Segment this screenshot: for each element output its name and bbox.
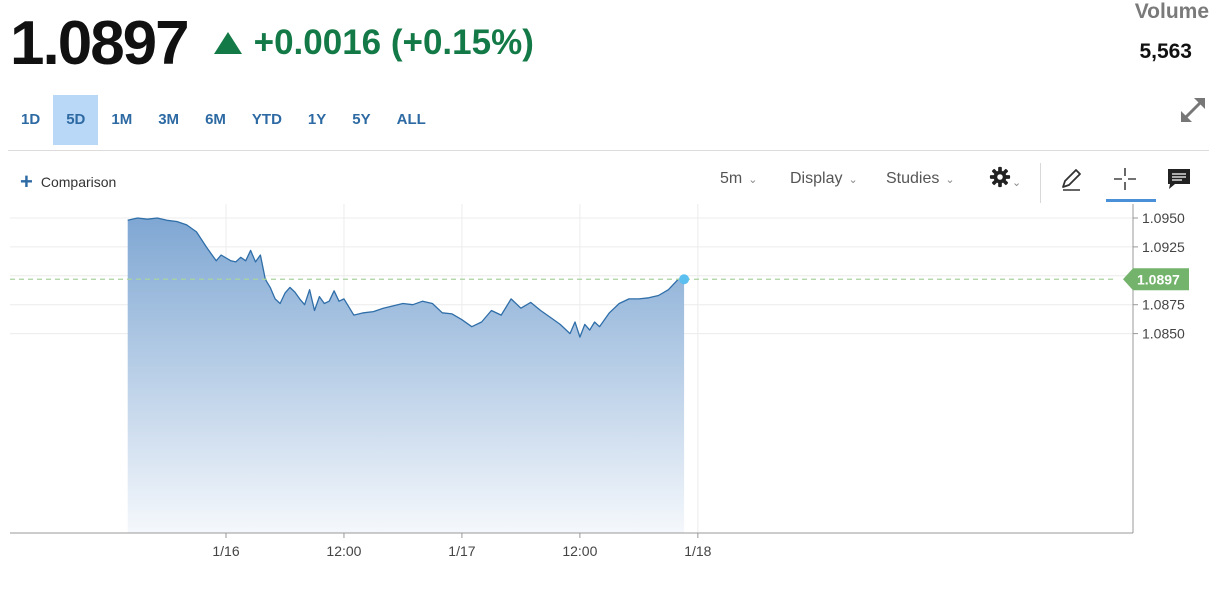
time-range-selector: 1D 5D 1M 3M 6M YTD 1Y 5Y ALL <box>8 95 439 145</box>
toolbar-separator <box>1040 163 1041 203</box>
range-1d[interactable]: 1D <box>21 111 41 128</box>
studies-label: Studies <box>886 170 940 187</box>
crosshair-icon[interactable] <box>1112 166 1138 192</box>
range-6m[interactable]: 6M <box>205 111 226 128</box>
range-5y[interactable]: 5Y <box>352 111 371 128</box>
comment-icon[interactable] <box>1166 167 1192 191</box>
last-price-marker <box>679 274 690 285</box>
last-price: 1.0897 <box>10 8 190 78</box>
last-price-tag-label: 1.0897 <box>1137 271 1180 287</box>
price-area-fill <box>127 218 685 533</box>
y-tick-label: 1.0925 <box>1142 239 1185 255</box>
studies-dropdown[interactable]: Studies ⌄ <box>886 170 955 188</box>
interval-dropdown[interactable]: 5m ⌄ <box>720 170 757 188</box>
price-change: +0.0016 (+0.15%) <box>253 23 534 62</box>
volume-value: 5,563 <box>1139 40 1192 63</box>
range-all[interactable]: ALL <box>396 111 426 128</box>
interval-label: 5m <box>720 170 743 187</box>
x-tick-label: 1/17 <box>448 543 475 559</box>
comparison-button[interactable]: + Comparison <box>20 169 117 194</box>
expand-icon[interactable] <box>1177 94 1209 126</box>
x-tick-label: 1/16 <box>212 543 239 559</box>
volume-label: Volume <box>1134 0 1209 23</box>
range-3m[interactable]: 3M <box>158 111 180 128</box>
display-dropdown[interactable]: Display ⌄ <box>790 170 858 188</box>
y-tick-label: 1.0850 <box>1142 326 1185 342</box>
x-tick-label: 1/18 <box>684 543 711 559</box>
pencil-icon[interactable] <box>1058 166 1084 192</box>
last-price-tag <box>1123 268 1189 291</box>
gear-icon[interactable] <box>989 166 1011 188</box>
display-label: Display <box>790 170 843 187</box>
price-line <box>127 217 685 338</box>
up-arrow-icon <box>213 32 242 54</box>
crosshair-active-indicator <box>1106 199 1156 202</box>
plus-icon: + <box>20 169 33 194</box>
price-chart[interactable]: 1.09501.09251.09001.08751.08501/1612:001… <box>0 200 1219 580</box>
range-ytd[interactable]: YTD <box>251 111 282 128</box>
x-tick-label: 12:00 <box>326 543 361 559</box>
range-5d[interactable]: 5D <box>53 95 99 145</box>
chevron-down-icon: ⌄ <box>945 174 955 186</box>
header-divider <box>8 150 1209 151</box>
comparison-label: Comparison <box>40 174 117 190</box>
y-tick-label: 1.0950 <box>1142 210 1185 226</box>
y-tick-label: 1.0875 <box>1142 297 1185 313</box>
chevron-down-icon[interactable]: ⌄ <box>1012 177 1022 189</box>
range-1y[interactable]: 1Y <box>307 111 327 128</box>
chevron-down-icon: ⌄ <box>748 174 758 186</box>
quote-header: 1.0897 +0.0016 (+0.15%) <box>10 6 534 80</box>
range-1m[interactable]: 1M <box>111 111 133 128</box>
x-tick-label: 12:00 <box>562 543 597 559</box>
chevron-down-icon: ⌄ <box>848 174 858 186</box>
